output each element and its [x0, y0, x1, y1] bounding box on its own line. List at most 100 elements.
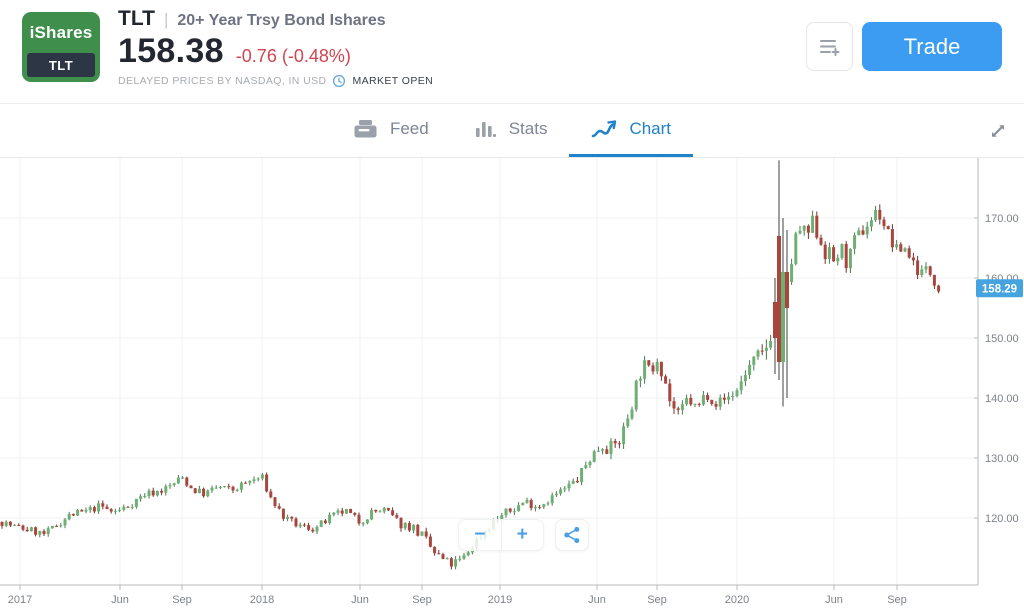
candle-body [676, 408, 680, 410]
y-tick-label: 130.00 [985, 453, 1019, 465]
candle-body [651, 365, 655, 372]
candle-body [416, 524, 420, 536]
candle-body [756, 350, 760, 357]
candle-body [861, 230, 865, 235]
candle-body [395, 515, 399, 518]
expand-icon [986, 119, 1010, 143]
candle-body [454, 559, 458, 567]
tab-chart-label: Chart [629, 119, 672, 138]
x-tick-label: 2017 [8, 594, 32, 606]
candle-body [743, 374, 747, 382]
candle-body [122, 506, 126, 510]
candle-body [911, 257, 915, 261]
x-tick-label: Sep [412, 594, 432, 606]
candle-body [235, 489, 239, 491]
tab-feed[interactable]: Feed [331, 104, 451, 157]
candle-body [773, 302, 777, 338]
x-tick-label: Sep [887, 594, 907, 606]
candle-body [781, 272, 785, 362]
feed-icon [353, 119, 378, 140]
candle-body [580, 468, 584, 483]
candle-body [567, 483, 571, 489]
candle-body [42, 530, 46, 535]
candle-body [50, 525, 54, 529]
candle-body [273, 497, 277, 507]
candle-body [538, 506, 542, 508]
market-status: MARKET OPEN [352, 75, 434, 87]
candle-body [752, 356, 756, 365]
candle-body [323, 520, 327, 524]
candle-body [370, 509, 374, 520]
candle-body [218, 486, 222, 488]
candle-body [928, 266, 932, 275]
candle-body [252, 479, 256, 482]
candle-body [29, 527, 33, 532]
candle-body [256, 478, 260, 480]
candle-body [311, 529, 315, 532]
candle-body [559, 489, 563, 494]
tab-stats[interactable]: Stats [451, 104, 570, 157]
delayed-prices-note: DELAYED PRICES BY NASDAQ, IN USD [118, 75, 327, 87]
candle-body [735, 390, 739, 397]
candle-body [727, 396, 731, 400]
candle-body [701, 395, 705, 405]
candle-body [160, 490, 164, 493]
zoom-out-button[interactable]: − [459, 520, 502, 550]
candle-body [605, 449, 609, 454]
zoom-in-button[interactable]: + [502, 520, 544, 550]
candle-body [113, 510, 117, 512]
candle-body [533, 506, 537, 509]
candle-body [428, 536, 432, 547]
candle-body [25, 529, 29, 532]
candle-body [277, 506, 281, 509]
candle-body [88, 507, 92, 511]
clock-icon [332, 74, 346, 88]
candle-body [634, 380, 638, 410]
candle-body [59, 525, 63, 527]
candle-body [575, 480, 579, 483]
x-tick-label: Jun [351, 594, 369, 606]
candle-body [882, 219, 886, 227]
price-chart[interactable]: 170.00 160.00 150.00 140.00 130.00 120.00 2017… [0, 158, 1024, 614]
candle-body [71, 513, 75, 516]
candle-body [668, 383, 672, 402]
list-plus-icon [818, 36, 842, 58]
candle-body [827, 247, 831, 260]
tab-chart[interactable]: Chart [569, 104, 694, 157]
candle-body [46, 528, 50, 535]
candle-body [269, 491, 273, 498]
candle-body [584, 465, 588, 469]
candle-body [67, 513, 71, 520]
candle-body [353, 512, 357, 515]
candle-body [697, 403, 701, 405]
candle-body [664, 376, 668, 384]
candle-body [441, 554, 445, 559]
candle-body [176, 477, 180, 484]
candle-body [223, 486, 227, 488]
candle-body [412, 524, 416, 531]
trade-button[interactable]: Trade [862, 22, 1002, 71]
candle-body [680, 404, 684, 410]
candle-body [672, 401, 676, 409]
candle-body [659, 361, 663, 377]
candle-body [529, 500, 533, 509]
candle-body [181, 477, 185, 479]
expand-chart-button[interactable] [982, 115, 1014, 147]
candle-body [899, 244, 903, 252]
candle-body [244, 482, 248, 484]
share-chart-button[interactable] [555, 519, 589, 551]
candle-body [168, 485, 172, 487]
candle-body [109, 509, 113, 512]
candle-body [815, 215, 819, 238]
y-tick-label: 120.00 [985, 513, 1019, 525]
add-to-watchlist-button[interactable] [806, 22, 853, 71]
candle-body [84, 510, 88, 512]
candle-body [802, 225, 806, 231]
candle-body [613, 440, 617, 444]
candle-body [601, 449, 605, 451]
candle-body [769, 340, 773, 348]
candle-body [239, 482, 243, 490]
candle-body [193, 488, 197, 494]
candle-body [130, 506, 134, 508]
candle-body [55, 525, 59, 527]
